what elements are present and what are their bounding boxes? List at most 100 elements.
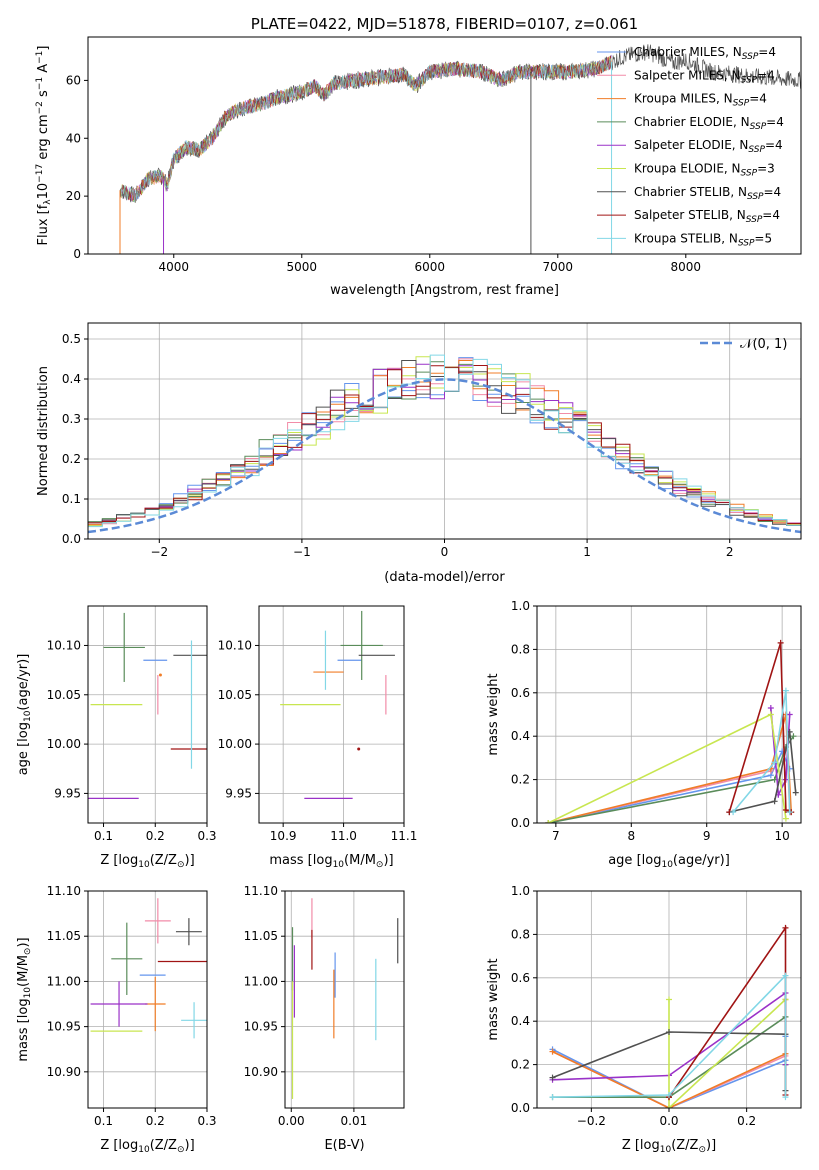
figure-title: PLATE=0422, MJD=51878, FIBERID=0107, z=0…: [251, 15, 638, 33]
plot-area: [545, 639, 799, 823]
tick-label-x: 0.3: [197, 829, 216, 843]
weight-marker: [767, 711, 774, 718]
weight-marker: [666, 1105, 672, 1108]
massweight_vs_age-x-label: age [log10(age/yr)]: [608, 853, 730, 870]
weight-marker: [666, 1029, 672, 1036]
tick-label-x: 0: [441, 545, 449, 559]
legend-entry-label: Kroupa STELIB, NSSP=5: [634, 231, 772, 248]
tick-label-x: −2: [150, 545, 168, 559]
tick-label-y: 11.05: [244, 929, 278, 943]
panel-age_vs_mass: 10.9 11.0 11.1 9.95 10.00 10.05 10.10 mass [log…: [218, 605, 418, 870]
panel-residuals: −2 −1 0 1 2 0.0 0.1 0.2 0.3 0.4 0.5 𝒩(0, 1) (data-mo…: [36, 322, 802, 585]
residuals-y-label: Normed distribution: [36, 366, 51, 496]
tick-label-x: 8: [627, 829, 635, 843]
tick-label-y: 0.2: [62, 452, 81, 466]
tick-label-y: 0.4: [62, 372, 81, 386]
tick-label-x: 6000: [415, 260, 446, 274]
residuals-x-label: (data-model)/error: [384, 570, 505, 585]
tick-label-y: 0.0: [511, 1101, 530, 1115]
tick-label-x: 11.1: [391, 829, 418, 843]
residual-histogram: [88, 354, 801, 528]
tick-label-y: 10.90: [244, 1065, 278, 1079]
tick-label-y: 10.10: [47, 638, 81, 652]
tick-label-y: 0.8: [511, 927, 530, 941]
tick-label-y: 0.0: [62, 532, 81, 546]
tick-label-x: 2: [726, 545, 734, 559]
tick-label-y: 10.10: [218, 638, 252, 652]
tick-label-y: 0.6: [511, 971, 530, 985]
legend-entry-label: Chabrier STELIB, NSSP=4: [634, 185, 781, 202]
tick-label-y: 11.05: [47, 929, 81, 943]
tick-label-x: 0.1: [94, 1114, 113, 1128]
axes-frame: [87, 36, 802, 255]
tick-label-y: 60: [66, 73, 81, 87]
weight-line: [732, 690, 791, 813]
weight-marker: [545, 820, 552, 823]
plot-area: [88, 354, 801, 534]
weight-marker: [782, 687, 789, 694]
tick-label-x: 4000: [158, 260, 189, 274]
spectrum-data-line: [119, 44, 801, 203]
errorbar-point: [158, 673, 162, 677]
tick-label-y: 11.10: [47, 884, 81, 898]
tick-label-y: 0.2: [511, 773, 530, 787]
tick-label-y: 0.3: [62, 412, 81, 426]
tick-label-x: 7000: [543, 260, 574, 274]
weight-marker: [666, 1091, 672, 1098]
tick-label-y: 40: [66, 131, 81, 145]
axes-frame: [258, 605, 405, 824]
weight-line: [729, 731, 797, 813]
weight-line: [728, 642, 792, 813]
weight-marker: [786, 711, 793, 718]
tick-label-y: 0.0: [511, 816, 530, 830]
spectrum-model-line: [121, 56, 612, 203]
weight-line: [668, 998, 787, 1108]
tick-label-x: 0.2: [737, 1114, 756, 1128]
weight-marker: [549, 1074, 556, 1081]
plot-area: [88, 612, 207, 799]
weight-marker: [782, 972, 789, 979]
weight-marker: [786, 809, 793, 816]
normal-legend-label: 𝒩(0, 1): [740, 337, 787, 352]
tick-label-y: 0.2: [511, 1058, 530, 1072]
plot-area: [291, 898, 399, 1099]
tick-label-x: 0.01: [341, 1114, 368, 1128]
tick-label-x: 0.3: [197, 1114, 216, 1128]
plot-area: [280, 610, 395, 799]
normal-reference-curve: [88, 378, 801, 534]
spectrum-legend: Chabrier MILES, NSSP=4 Salpeter MILES, NS…: [597, 45, 784, 248]
legend-entry-label: Kroupa ELODIE, NSSP=3: [634, 162, 775, 179]
tick-label-y: 0.6: [511, 686, 530, 700]
tick-label-y: 1.0: [511, 599, 530, 613]
weight-line: [552, 973, 787, 1098]
panel-mass_vs_ebv: 0.00 0.01 10.90 10.95 11.00 11.05 11.10 E(B-V): [244, 884, 405, 1153]
tick-label-y: 10.95: [47, 1020, 81, 1034]
weight-marker: [549, 1048, 556, 1055]
age_vs_mass-x-label: mass [log10(M/M⊙)]: [269, 853, 393, 870]
tick-label-y: 0.1: [62, 492, 81, 506]
tick-label-y: 0.8: [511, 642, 530, 656]
errorbar-point: [357, 747, 361, 751]
tick-label-x: 11.0: [330, 829, 357, 843]
tick-label-x: 10: [775, 829, 790, 843]
tick-label-x: −1: [293, 545, 311, 559]
age_vs_z-y-label: age [log10(age/yr)]: [16, 654, 33, 776]
tick-label-y: 0: [73, 247, 81, 261]
legend-entry-label: Salpeter STELIB, NSSP=4: [634, 208, 780, 225]
tick-label-y: 9.95: [225, 786, 252, 800]
tick-label-y: 10.00: [218, 737, 252, 751]
weight-line: [548, 749, 791, 823]
plot-area: [119, 44, 801, 254]
weight-marker: [771, 798, 778, 805]
weight-marker: [790, 733, 797, 740]
axes-frame: [284, 890, 405, 1109]
weight-line: [548, 735, 795, 823]
panel-massweight_vs_age: 7 8 9 10 0.0 0.2 0.4 0.6 0.8 1.0 age [log10(age/yr…: [486, 599, 802, 870]
massweight_vs_z-y-label: mass weight: [486, 958, 501, 1040]
panel-spectrum: 4000 5000 6000 7000 8000 0 20 40 60 wavelength [A…: [35, 36, 802, 298]
tick-label-x: 10.9: [270, 829, 297, 843]
axes-frame: [536, 890, 802, 1109]
tick-label-y: 10.90: [47, 1065, 81, 1079]
tick-label-x: 1: [583, 545, 591, 559]
